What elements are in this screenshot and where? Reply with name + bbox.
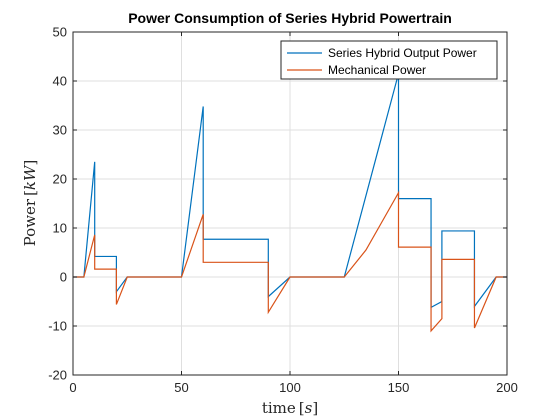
series-line-mechanical-power [73,190,507,333]
y-axis-label-main: Power [21,198,39,246]
x-axis-label-unit: s [305,399,313,417]
x-tick-label: 100 [279,380,301,395]
y-tick-label: 0 [60,270,67,285]
y-axis-label: Power[kW] [21,160,39,247]
y-tick-label: 40 [53,74,67,89]
legend-box [280,40,498,80]
y-tick-label: 50 [53,25,67,40]
legend-label-mechanical: Mechanical Power [328,63,426,77]
x-tick-label: 50 [174,380,188,395]
x-tick-label: 200 [496,380,518,395]
y-tick-label: 20 [53,172,67,187]
series-line-series-hybrid-output-power [73,73,507,309]
series-layer [73,73,507,333]
chart-title: Power Consumption of Series Hybrid Power… [128,10,452,26]
y-axis-label-unit: kW [21,164,39,190]
x-tick-label: 150 [388,380,410,395]
legend: Series Hybrid Output Power Mechanical Po… [280,40,498,80]
ticks: 0 50 100 150 200 -20 -10 0 10 20 30 40 50 [48,25,518,396]
legend-label-series-hybrid: Series Hybrid Output Power [328,46,477,60]
y-tick-label: 30 [53,123,67,138]
x-tick-label: 0 [69,380,76,395]
x-axis-label-main: time [262,399,296,417]
y-tick-label: 10 [53,221,67,236]
y-tick-label: -20 [48,368,67,383]
x-axis-label: time [s] [262,399,318,417]
y-tick-label: -10 [48,319,67,334]
